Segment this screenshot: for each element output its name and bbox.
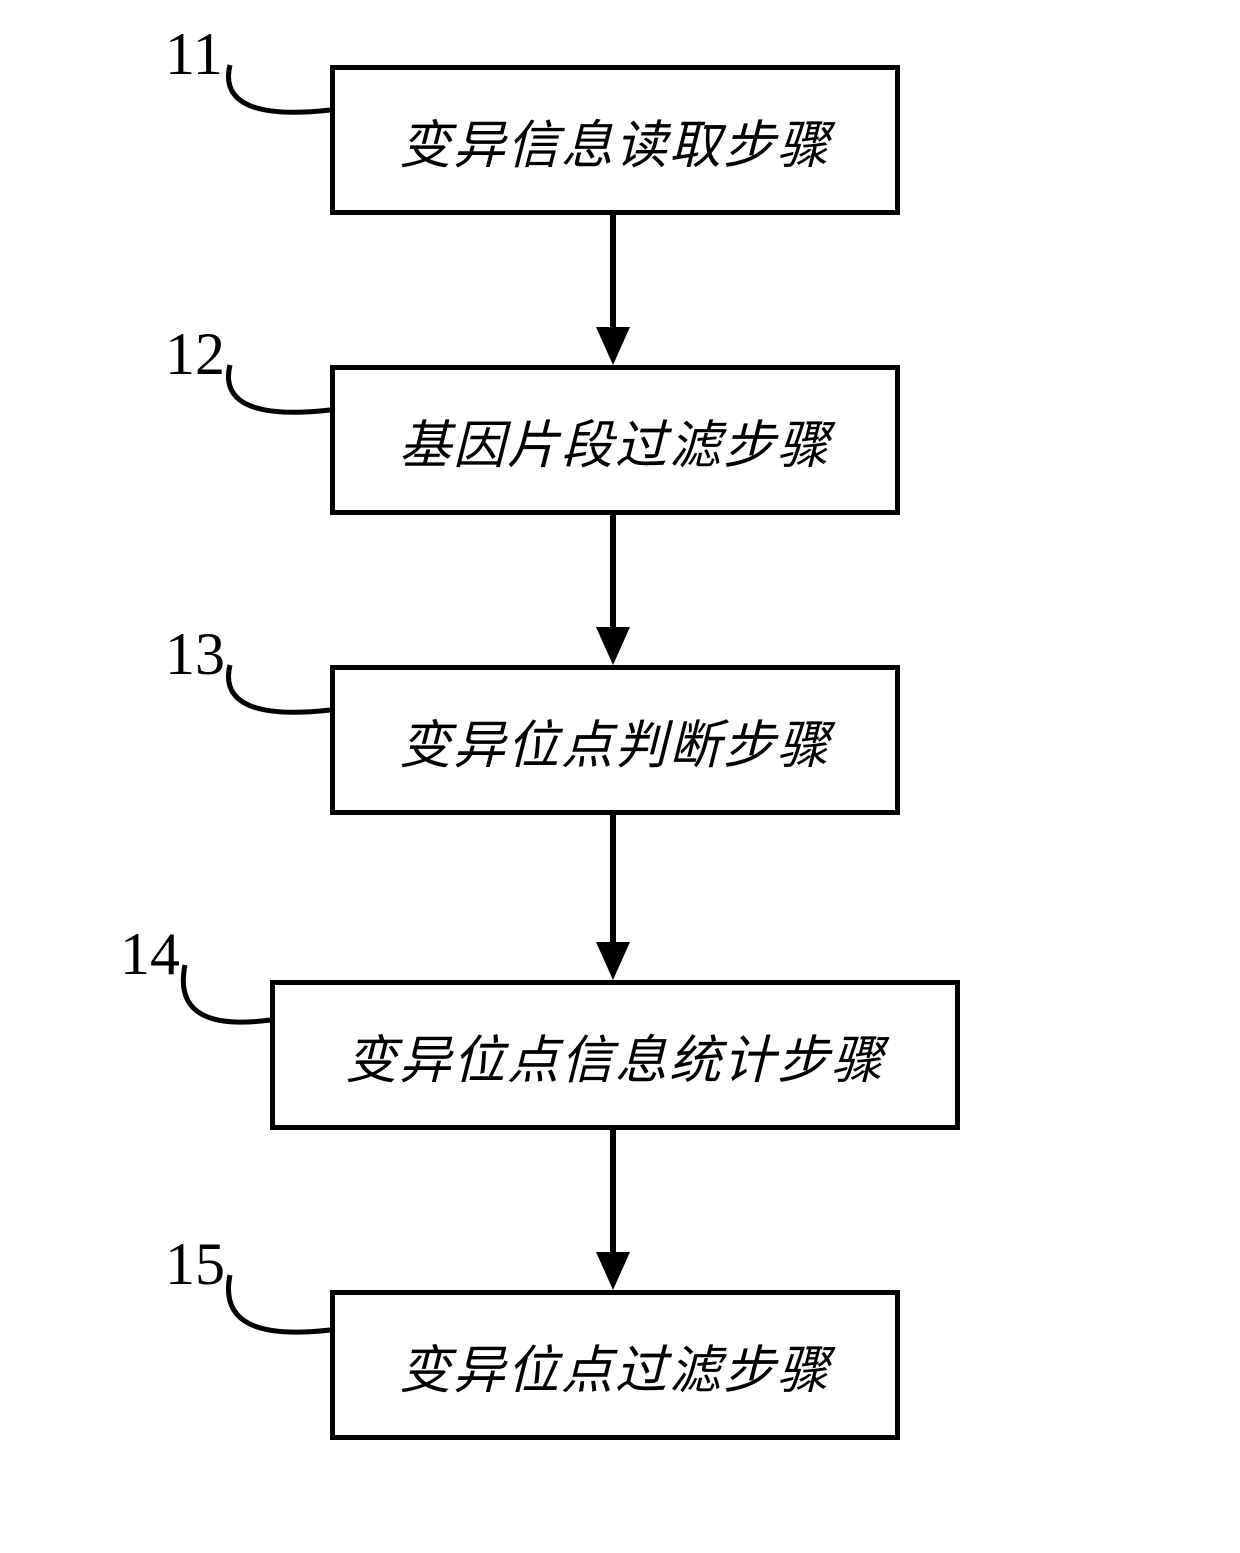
arrow-head-2 bbox=[596, 627, 630, 665]
flow-node-n2: 基因片段过滤步骤 bbox=[330, 365, 900, 515]
flow-node-text-n1: 变异信息读取步骤 bbox=[399, 103, 831, 178]
flow-connector-n5 bbox=[200, 1245, 360, 1360]
flow-node-text-n5: 变异位点过滤步骤 bbox=[399, 1328, 831, 1403]
arrow-head-3 bbox=[596, 942, 630, 980]
flow-connector-n2 bbox=[200, 335, 360, 440]
flow-connector-n3 bbox=[200, 635, 360, 740]
flow-node-text-n4: 变异位点信息统计步骤 bbox=[345, 1018, 885, 1093]
flow-connector-n4 bbox=[155, 935, 300, 1050]
arrow-shaft-1 bbox=[610, 215, 616, 327]
arrow-shaft-3 bbox=[610, 815, 616, 942]
arrow-shaft-2 bbox=[610, 515, 616, 627]
flow-node-n4: 变异位点信息统计步骤 bbox=[270, 980, 960, 1130]
arrow-shaft-4 bbox=[610, 1130, 616, 1252]
flow-node-n1: 变异信息读取步骤 bbox=[330, 65, 900, 215]
flow-node-text-n3: 变异位点判断步骤 bbox=[399, 703, 831, 778]
flow-node-n3: 变异位点判断步骤 bbox=[330, 665, 900, 815]
flow-connector-n1 bbox=[200, 35, 360, 140]
arrow-head-1 bbox=[596, 327, 630, 365]
flowchart-canvas: 变异信息读取步骤11基因片段过滤步骤12变异位点判断步骤13变异位点信息统计步骤… bbox=[0, 0, 1240, 1553]
flow-node-n5: 变异位点过滤步骤 bbox=[330, 1290, 900, 1440]
arrow-head-4 bbox=[596, 1252, 630, 1290]
flow-node-text-n2: 基因片段过滤步骤 bbox=[399, 403, 831, 478]
